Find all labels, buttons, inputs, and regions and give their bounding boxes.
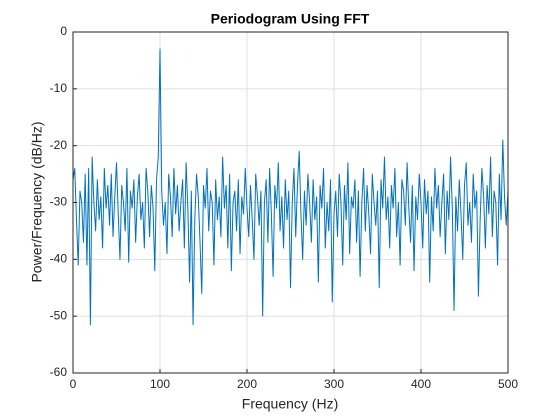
y-tick-label: -50 [50,308,68,322]
x-tick-label: 0 [70,377,77,391]
y-tick-label: -20 [50,138,68,152]
x-tick-label: 400 [411,377,431,391]
y-tick-label: 0 [60,24,67,38]
x-tick-label: 300 [324,377,344,391]
x-tick-label: 200 [237,377,257,391]
y-tick-label: -30 [50,195,68,209]
x-tick-label: 100 [150,377,170,391]
x-axis-label: Frequency (Hz) [242,396,338,412]
data-line [72,48,509,326]
y-tick-label: -60 [50,365,68,379]
chart-title: Periodogram Using FFT [211,11,370,27]
y-tick-label: -10 [50,81,68,95]
y-tick-label: -40 [50,252,68,266]
y-axis-label: Power/Frequency (dB/Hz) [29,121,45,282]
x-tick-label: 500 [498,377,518,391]
